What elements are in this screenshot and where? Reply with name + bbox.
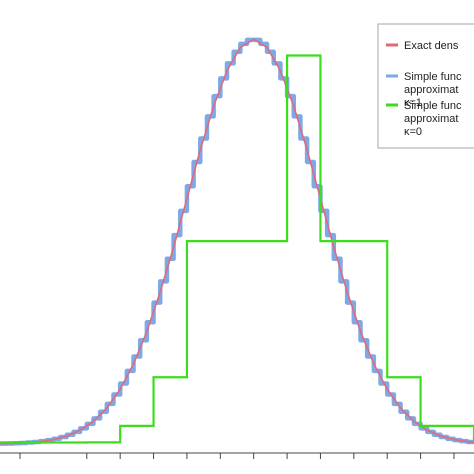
legend-entry-approx-k0: Simple func approximat κ=0	[386, 100, 462, 138]
legend-label-approx-k0-line-2: approximat	[404, 113, 458, 125]
x-axis	[0, 452, 474, 459]
legend-label-approx-k0-line-3: κ=0	[404, 126, 422, 138]
legend-label-approx-k1-line-2: approximat	[404, 84, 458, 96]
legend-entry-approx-k1: Simple func approximat κ=1	[386, 71, 462, 109]
legend-label-approx-k1-line-3: κ=1	[404, 97, 422, 109]
series-approx-k0-line	[0, 54, 474, 444]
legend: Exact dens Simple func approximat κ=1 Si…	[377, 23, 474, 149]
legend-label-approx-k0-line-1: Simple func	[404, 100, 462, 112]
legend-entry-exact-density: Exact dens	[386, 40, 459, 52]
legend-box	[377, 23, 474, 149]
series-exact-density-line	[0, 38, 474, 445]
plot-series	[0, 37, 474, 446]
legend-label-approx-k1-line-1: Simple func	[404, 71, 462, 83]
legend-label-exact-density-line-1: Exact dens	[404, 40, 459, 52]
